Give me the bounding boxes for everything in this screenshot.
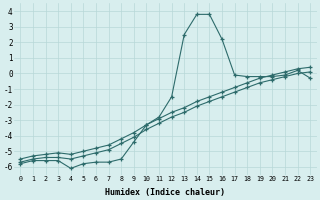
X-axis label: Humidex (Indice chaleur): Humidex (Indice chaleur)	[105, 188, 225, 197]
